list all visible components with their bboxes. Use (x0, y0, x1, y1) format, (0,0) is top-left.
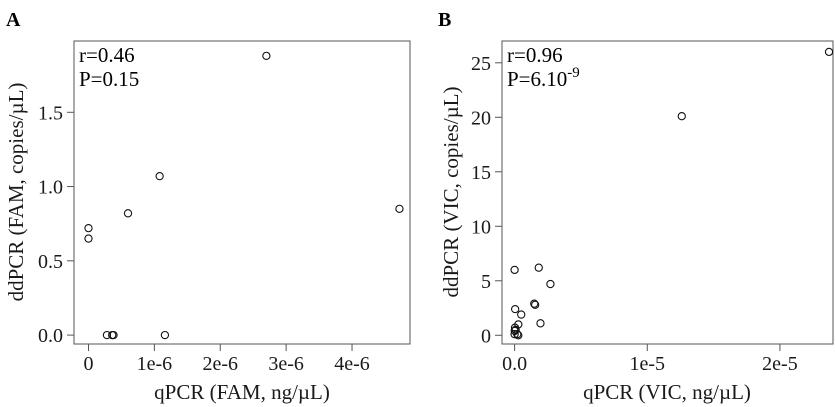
r-annotation: r=0.46 (79, 43, 135, 67)
data-point (536, 319, 545, 328)
panel-a-label: A (6, 9, 21, 31)
x-tick-label: 2e-5 (762, 353, 798, 375)
x-tick-label: 0 (83, 353, 93, 375)
data-point (155, 172, 164, 181)
y-tick-label: 0.0 (38, 325, 63, 347)
data-point (513, 330, 522, 339)
y-axis-title: ddPCR (FAM, copies/µL) (4, 83, 28, 302)
data-point (109, 330, 118, 340)
panel-b-label: B (438, 9, 451, 31)
y-tick-label: 10 (471, 216, 491, 238)
data-point (677, 112, 686, 121)
y-tick-label: 15 (471, 162, 491, 184)
data-point (84, 234, 93, 243)
data-point (531, 300, 540, 309)
data-point (510, 330, 519, 339)
y-tick-label: 20 (471, 107, 491, 129)
x-tick-label: 3e-6 (268, 353, 304, 375)
y-tick-label: 0.5 (38, 251, 63, 273)
y-tick-label: 25 (471, 53, 491, 75)
x-tick-label: 4e-6 (334, 353, 370, 375)
data-point (510, 265, 519, 275)
data-point (534, 263, 543, 272)
data-point (160, 330, 170, 340)
p-value: P=6.10 (507, 67, 567, 91)
data-point (102, 330, 112, 340)
y-tick-label: 1.5 (38, 102, 63, 124)
data-point (530, 299, 539, 308)
plot-frame (501, 40, 834, 345)
y-tick-label: 5 (481, 271, 491, 293)
p-exponent: -9 (567, 65, 580, 81)
y-tick-label: 1.0 (38, 177, 63, 199)
y-axis-title: ddPCR (VIC, copies/µL) (439, 86, 463, 297)
p-value: P=0.15 (79, 67, 139, 91)
x-tick-label: 1e-5 (629, 353, 665, 375)
data-point (84, 223, 93, 233)
data-point (546, 279, 555, 289)
data-point (510, 304, 520, 314)
p-annotation: P=0.15 (79, 67, 139, 91)
data-point (262, 51, 271, 61)
p-annotation: P=6.10-9 (507, 65, 580, 91)
panel-b-chart: r=0.96 P=6.10-9 qPCR (VIC, ng/µL) ddPCR … (439, 40, 834, 404)
data-point (824, 47, 834, 57)
x-tick-label: 1e-6 (137, 353, 173, 375)
data-point (123, 209, 133, 218)
panel-a-chart: r=0.46 P=0.15 qPCR (FAM, ng/µL) ddPCR (F… (4, 40, 411, 404)
data-point (514, 320, 523, 329)
data-point (395, 204, 404, 213)
y-tick-label: 0 (481, 325, 491, 347)
x-axis-title: qPCR (VIC, ng/µL) (583, 380, 751, 404)
data-point (517, 310, 526, 319)
x-tick-label: 2e-6 (202, 353, 238, 375)
x-axis-title: qPCR (FAM, ng/µL) (154, 380, 330, 404)
plot-frame (73, 40, 411, 345)
x-tick-label: 0.0 (502, 353, 527, 375)
r-annotation: r=0.96 (507, 43, 563, 67)
data-point (514, 331, 523, 340)
